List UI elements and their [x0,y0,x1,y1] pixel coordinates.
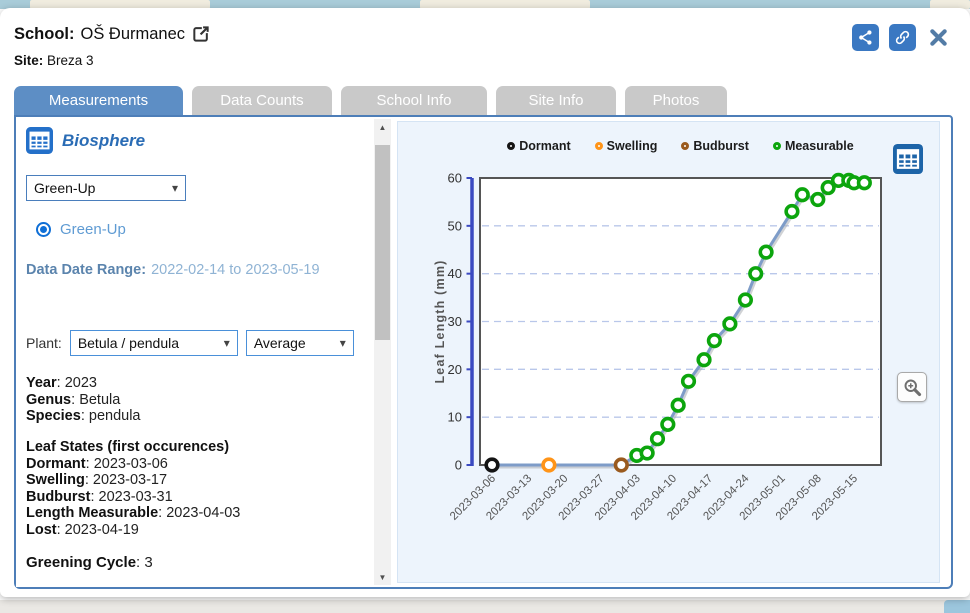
legend-label: Swelling [606,139,658,153]
svg-text:30: 30 [448,314,462,329]
sidebar: Biosphere Green-Up ▾ Green-Up Data Date … [16,117,372,587]
chart-legend: Dormant Swelling Budburst Measurable [480,139,881,153]
map-land-patch [30,0,210,9]
show-data-table-button[interactable] [893,144,923,174]
svg-text:60: 60 [448,171,462,186]
tab-label: Site Info [528,92,584,109]
leaf-state-row: Length Measurable: 2023-04-03 [26,505,241,521]
close-button[interactable] [926,26,950,50]
plant-info: Year: 2023 Genus: Betula Species: pendul… [26,375,141,425]
info-genus: Genus: Betula [26,391,121,408]
info-year: Year: 2023 [26,375,97,391]
leaf-state-row: Dormant: 2023-03-06 [26,455,168,472]
chevron-down-icon: ▾ [339,336,346,350]
dialog-toolbar [852,24,950,51]
sidebar-scrollbar[interactable]: ▲ ▼ [374,119,391,585]
zoom-in-icon [904,379,921,396]
share-icon [859,30,872,45]
data-date-range-value: 2022-02-14 to 2023-05-19 [151,262,320,278]
link-icon [895,30,910,45]
table-grid-icon [893,144,923,174]
leaf-states-title: Leaf States (first occurences) [26,439,230,455]
svg-text:Leaf Length (mm): Leaf Length (mm) [433,259,447,383]
info-species: Species: pendula [26,408,141,424]
plant-select-value: Betula / pendula [77,335,180,351]
table-grid-icon [26,127,53,154]
plant-label: Plant: [26,335,62,351]
school-title-row: School: OŠ Đurmanec [14,24,211,44]
site-name: Breza 3 [47,53,94,68]
section-title: Biosphere [62,130,146,150]
aggregation-select[interactable]: Average ▾ [245,330,354,356]
chevron-down-icon: ▾ [171,181,178,195]
tab-label: Measurements [48,92,149,109]
scroll-down-arrow[interactable]: ▼ [378,572,387,582]
tab-label: School Info [376,92,452,109]
leaf-state-row: Swelling: 2023-03-17 [26,472,168,488]
svg-text:40: 40 [448,266,462,281]
map-land-patch [420,0,590,9]
tab-photos[interactable]: Photos [625,86,727,115]
link-button[interactable] [889,24,916,51]
greening-cycle: Greening Cycle: 3 [26,554,153,571]
tab-measurements[interactable]: Measurements [14,86,183,115]
tab-label: Photos [652,92,700,109]
external-link-icon[interactable] [191,24,211,44]
chevron-down-icon: ▾ [223,336,230,350]
legend-swatch [772,142,781,150]
legend-label: Dormant [519,139,571,153]
tab-data-counts[interactable]: Data Counts [192,86,332,115]
leaf-state-row: Lost: 2023-04-19 [26,521,139,538]
legend-item-budburst: Budburst [681,139,749,153]
school-name: OŠ Đurmanec [80,24,186,43]
aggregation-select-value: Average [253,335,306,351]
legend-item-dormant: Dormant [507,139,571,153]
leaf-states: Leaf States (first occurences) Dormant: … [26,439,240,538]
legend-swatch [681,142,690,150]
share-button[interactable] [852,24,879,51]
plant-select[interactable]: Betula / pendula ▾ [69,330,238,356]
protocol-select-value: Green-Up [34,180,96,196]
protocol-select[interactable]: Green-Up ▾ [26,175,186,201]
map-background-bottom [0,600,970,613]
greenup-radio[interactable] [36,222,51,237]
leaf-state-row: Budburst: 2023-03-31 [26,488,173,505]
svg-text:10: 10 [448,410,462,425]
legend-label: Budburst [693,139,749,153]
chart-panel: 0 10 20 30 40 50 60 2023-03-06 2023-03-13 2023-03… [397,121,940,583]
map-land-patch [930,0,970,9]
greenup-radio-label: Green-Up [60,221,126,238]
site-title-row: Site: Breza 3 [14,53,94,68]
site-details-dialog: School: OŠ Đurmanec Site: Breza 3 [0,8,970,597]
map-background-top [0,0,970,9]
scroll-up-arrow[interactable]: ▲ [378,122,387,132]
tab-bar: Measurements Data Counts School Info Sit… [14,86,956,118]
svg-text:0: 0 [455,458,462,473]
leaf-length-chart: 01020304050602023-03-062023-03-132023-03… [433,171,882,523]
scrollbar-thumb[interactable] [375,145,390,340]
svg-text:50: 50 [448,218,462,233]
site-label: Site: [14,53,44,68]
tab-site-info[interactable]: Site Info [496,86,616,115]
legend-item-measurable: Measurable [772,139,854,153]
map-water-patch [944,600,970,613]
legend-swatch [507,142,516,150]
data-date-range: Data Date Range: 2022-02-14 to 2023-05-19 [26,257,364,284]
legend-swatch [594,142,603,150]
svg-text:20: 20 [448,362,462,377]
greenup-radio-row: Green-Up [36,221,126,238]
tab-school-info[interactable]: School Info [341,86,487,115]
measurements-panel: Biosphere Green-Up ▾ Green-Up Data Date … [14,115,953,589]
tab-label: Data Counts [220,92,304,109]
legend-label: Measurable [784,139,854,153]
plant-row: Plant: Betula / pendula ▾ Average ▾ [26,330,354,356]
chart-zoom-button[interactable] [897,372,927,402]
data-date-range-label: Data Date Range: [26,262,147,278]
school-label: School: [14,24,75,43]
legend-item-swelling: Swelling [594,139,658,153]
close-icon [929,29,947,46]
